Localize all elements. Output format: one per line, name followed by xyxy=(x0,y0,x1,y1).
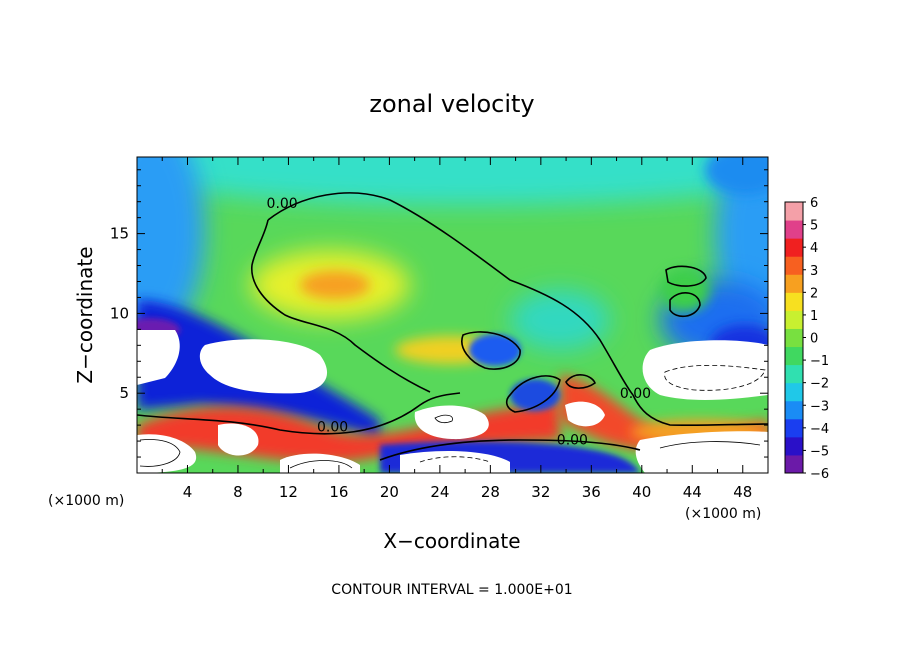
colorbar-tick-label: −5 xyxy=(810,444,829,459)
colorbar-tick-label: 6 xyxy=(810,196,818,211)
y-tick-label: 10 xyxy=(110,304,129,322)
chart-title: zonal velocity xyxy=(369,90,534,118)
contour-label: 0.00 xyxy=(620,386,651,402)
x-tick-label: 24 xyxy=(430,483,449,501)
y-tick-label: 5 xyxy=(119,384,129,402)
zero-contour-right-lower xyxy=(379,439,641,461)
zero-contour-closed-2 xyxy=(505,375,561,413)
zero-contour-right xyxy=(632,394,768,427)
zero-contour-closed-5 xyxy=(565,374,596,389)
white-region-bottom-left xyxy=(137,434,197,473)
colorbar-segment xyxy=(785,400,803,420)
thin-contours xyxy=(139,414,761,469)
colorbar-segment xyxy=(785,364,803,384)
x-tick-label: 28 xyxy=(481,483,500,501)
colorbar-tick-label: 4 xyxy=(810,241,818,256)
x-units-left: (×1000 m) xyxy=(48,493,124,509)
x-axis-label: X−coordinate xyxy=(383,529,520,553)
colorbar: 6 5 4 3 2 1 0 −1 −2 −3 −4 −5 −6 xyxy=(784,196,829,482)
colorbar-tick-label: −1 xyxy=(810,354,829,369)
colorbar-segment xyxy=(785,274,803,293)
white-region-left-center xyxy=(199,339,328,394)
contour-label: 0.00 xyxy=(267,196,298,212)
thin-contour-bottom-mid xyxy=(289,460,353,469)
x-tick-label: 8 xyxy=(233,483,243,501)
colorbar-tick-label: 0 xyxy=(810,332,818,347)
x-tick-label: 20 xyxy=(380,483,399,501)
x-tick-label: 44 xyxy=(683,483,702,501)
zero-contour-lower xyxy=(137,392,461,435)
white-region-mid-right xyxy=(565,401,605,427)
mid-cyan-region xyxy=(510,290,610,350)
zero-contours xyxy=(137,192,768,461)
zero-contour-closed-3 xyxy=(665,265,707,287)
zero-contour-upper xyxy=(267,192,634,396)
white-region-bottom-mid xyxy=(400,450,510,473)
colorbar-tick-label: 2 xyxy=(810,286,818,301)
central-blue-patch-2 xyxy=(510,379,560,411)
upper-right-green-ring xyxy=(660,268,710,312)
colorbar-segment xyxy=(785,202,803,221)
upper-left-blue-region xyxy=(137,157,205,340)
x-tick-label: 40 xyxy=(632,483,651,501)
colorbar-segment xyxy=(785,310,803,329)
velocity-field: 0.00 0.00 0.00 0.00 xyxy=(137,157,768,473)
colorbar-segment xyxy=(785,454,803,474)
upper-orange-core xyxy=(300,271,370,299)
white-region-right xyxy=(642,340,768,400)
x-tick-label: 16 xyxy=(329,483,348,501)
white-region-bottom-right xyxy=(635,431,768,473)
colorbar-segment xyxy=(785,382,803,402)
white-region-bottom-left-2 xyxy=(218,423,259,456)
upper-cyan-region xyxy=(137,157,768,205)
colorbar-tick-label: −2 xyxy=(810,377,829,392)
colorbar-tick-label: −6 xyxy=(810,467,829,482)
colorbar-tick-label: 3 xyxy=(810,264,818,279)
colorbar-segment xyxy=(785,238,803,257)
colorbar-segment xyxy=(785,256,803,275)
x-tick-label: 36 xyxy=(582,483,601,501)
zero-contour-closed-1 xyxy=(461,331,521,370)
colorbar-tick-label: −4 xyxy=(810,422,829,437)
x-tick-label: 12 xyxy=(279,483,298,501)
thin-contour-center xyxy=(434,414,453,424)
colorbar-segment xyxy=(785,292,803,311)
upper-right-corner-blue xyxy=(705,157,768,195)
x-axis: 4 8 12 16 20 24 28 32 36 40 44 48 xyxy=(161,157,752,501)
colorbar-segment xyxy=(785,418,803,438)
contour-interval: CONTOUR INTERVAL = 1.000E+01 xyxy=(331,582,572,598)
y-tick-label: 15 xyxy=(110,225,129,243)
central-blue-patch xyxy=(469,334,521,366)
colorbar-segment xyxy=(785,346,803,366)
contour-labels: 0.00 0.00 0.00 0.00 xyxy=(267,196,652,448)
colorbar-segment xyxy=(785,436,803,456)
x-tick-label: 4 xyxy=(183,483,193,501)
dashed-contour-right xyxy=(664,364,766,391)
x-units-right: (×1000 m) xyxy=(685,506,761,522)
plot-frame xyxy=(136,156,769,474)
white-region-center xyxy=(414,405,489,440)
contour-label: 0.00 xyxy=(317,420,348,436)
zero-contour-closed-4 xyxy=(669,292,701,318)
thin-contour-bottom-left xyxy=(139,439,181,467)
colorbar-segment xyxy=(785,220,803,239)
y-axis-label: Z−coordinate xyxy=(73,246,97,383)
white-region-bottom-center xyxy=(280,453,360,473)
colorbar-tick-label: −3 xyxy=(810,399,829,414)
dashed-contour-bottom xyxy=(419,456,491,463)
white-region-left xyxy=(137,330,180,385)
colorbar-tick-label: 1 xyxy=(810,309,818,324)
contour-label: 0.00 xyxy=(557,432,588,448)
y-axis: 5 10 15 xyxy=(110,169,768,458)
colorbar-segment xyxy=(785,328,803,348)
x-tick-label: 32 xyxy=(531,483,550,501)
dashed-contours xyxy=(419,364,766,463)
zero-contour-upper-left xyxy=(251,219,431,393)
colorbar-tick-label: 5 xyxy=(810,219,818,234)
x-tick-label: 48 xyxy=(733,483,752,501)
thin-contour-bottom-right xyxy=(659,441,761,449)
